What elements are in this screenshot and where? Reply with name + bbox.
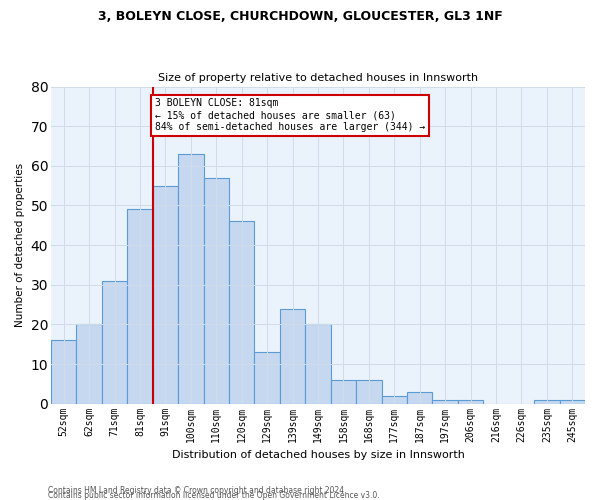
Bar <box>203 178 229 404</box>
Bar <box>152 186 178 404</box>
Text: 3, BOLEYN CLOSE, CHURCHDOWN, GLOUCESTER, GL3 1NF: 3, BOLEYN CLOSE, CHURCHDOWN, GLOUCESTER,… <box>98 10 502 23</box>
Bar <box>178 154 203 404</box>
Bar <box>305 324 331 404</box>
Text: 3 BOLEYN CLOSE: 81sqm
← 15% of detached houses are smaller (63)
84% of semi-deta: 3 BOLEYN CLOSE: 81sqm ← 15% of detached … <box>155 98 425 132</box>
Bar <box>331 380 356 404</box>
Bar <box>127 210 152 404</box>
Bar <box>407 392 433 404</box>
Bar <box>254 352 280 404</box>
Bar <box>229 222 254 404</box>
Title: Size of property relative to detached houses in Innsworth: Size of property relative to detached ho… <box>158 73 478 83</box>
Text: Contains HM Land Registry data © Crown copyright and database right 2024.: Contains HM Land Registry data © Crown c… <box>48 486 347 495</box>
Bar <box>102 281 127 404</box>
Bar <box>458 400 483 404</box>
Bar <box>560 400 585 404</box>
Bar <box>382 396 407 404</box>
Bar <box>76 324 102 404</box>
Bar <box>51 340 76 404</box>
Bar <box>433 400 458 404</box>
Bar <box>356 380 382 404</box>
Bar <box>534 400 560 404</box>
Text: Contains public sector information licensed under the Open Government Licence v3: Contains public sector information licen… <box>48 491 380 500</box>
Y-axis label: Number of detached properties: Number of detached properties <box>15 163 25 327</box>
Bar <box>280 308 305 404</box>
X-axis label: Distribution of detached houses by size in Innsworth: Distribution of detached houses by size … <box>172 450 464 460</box>
